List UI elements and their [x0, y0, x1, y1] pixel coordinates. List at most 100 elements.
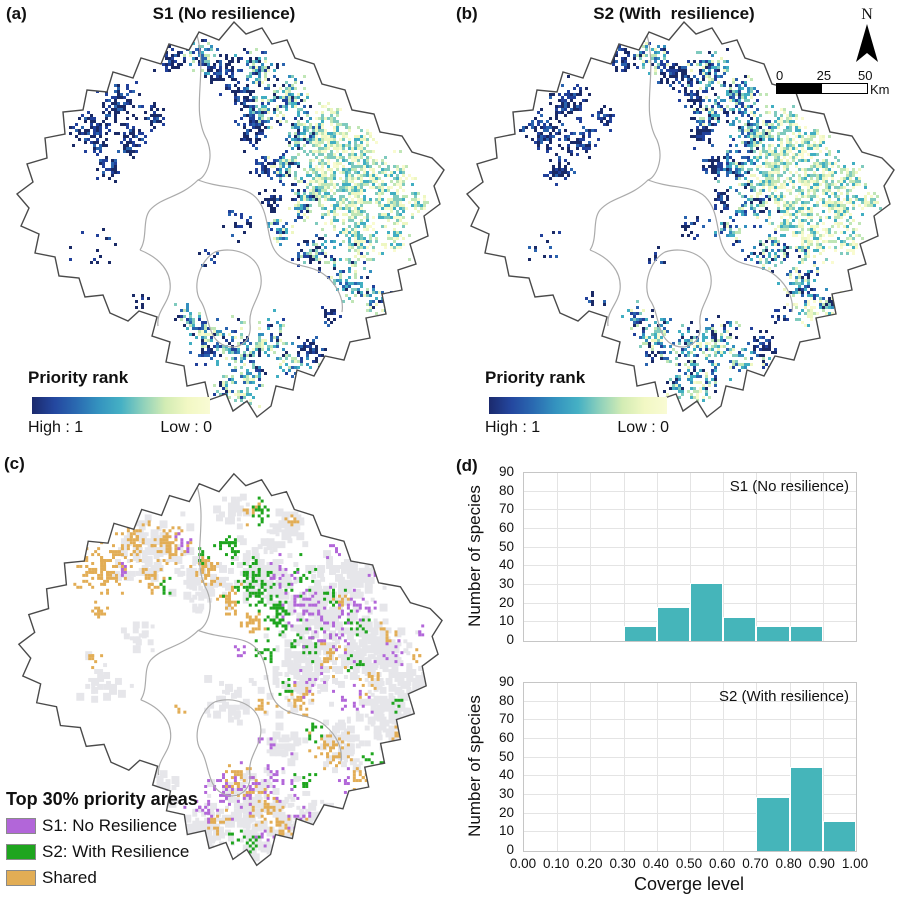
priority-cell [654, 66, 657, 69]
priority-cell [357, 282, 360, 285]
priority-cell [273, 99, 276, 102]
priority-cell [132, 90, 135, 93]
priority-cell [291, 75, 294, 78]
priority-cell [759, 252, 762, 255]
priority-cell [396, 195, 399, 198]
colorbar-labels: High : 1 Low : 0 [28, 419, 212, 437]
priority-cell [681, 69, 684, 72]
priority-cell [255, 168, 258, 171]
priority-cell [390, 201, 393, 204]
priority-cell [579, 138, 582, 141]
priority-cell [321, 207, 324, 210]
priority-cell [351, 291, 354, 294]
priority-cell [240, 102, 243, 105]
priority-cell [336, 273, 339, 276]
priority-cell [249, 99, 252, 102]
priority-cell [753, 87, 756, 90]
priority-cell [717, 66, 720, 69]
priority-cell [315, 150, 318, 153]
priority-cell [681, 333, 684, 336]
priority-cell [345, 258, 348, 261]
priority-cell [117, 102, 120, 105]
priority-cell [387, 207, 390, 210]
priority-cell [213, 330, 216, 333]
priority-cell [366, 174, 369, 177]
priority-cell [657, 57, 660, 60]
priority-cell [255, 105, 258, 108]
priority-cell [234, 369, 237, 372]
priority-cell [282, 90, 285, 93]
priority-cell [291, 231, 294, 234]
priority-cell [360, 174, 363, 177]
priority-cell [570, 96, 573, 99]
priority-cell [744, 99, 747, 102]
priority-cell [636, 66, 639, 69]
colorbar-title: Priority rank [28, 368, 129, 387]
priority-cell [315, 195, 318, 198]
priority-cell [546, 150, 549, 153]
priority-cell [663, 357, 666, 360]
priority-cell [93, 150, 96, 153]
priority-cell [294, 135, 297, 138]
priority-cell [759, 204, 762, 207]
priority-cell [393, 246, 396, 249]
priority-cell [543, 123, 546, 126]
priority-cell [303, 345, 306, 348]
priority-cell [207, 42, 210, 45]
priority-cell [717, 192, 720, 195]
priority-cell [318, 363, 321, 366]
priority-cell [264, 342, 267, 345]
priority-cell [348, 258, 351, 261]
priority-cell [273, 93, 276, 96]
priority-cell [297, 132, 300, 135]
priority-cell [552, 129, 555, 132]
priority-cell [711, 87, 714, 90]
priority-cell [339, 162, 342, 165]
priority-cell [651, 315, 654, 318]
priority-cell [402, 183, 405, 186]
priority-cell [228, 333, 231, 336]
priority-cell [366, 291, 369, 294]
priority-cell [651, 63, 654, 66]
priority-cell [330, 132, 333, 135]
priority-cell [669, 66, 672, 69]
priority-cell [225, 66, 228, 69]
priority-cell [657, 351, 660, 354]
priority-cell [159, 57, 162, 60]
priority-cell [345, 213, 348, 216]
priority-cell [750, 174, 753, 177]
priority-cell [690, 135, 693, 138]
priority-cell [330, 120, 333, 123]
priority-cell [756, 255, 759, 258]
priority-cell [300, 216, 303, 219]
priority-cell [735, 162, 738, 165]
priority-cell [336, 162, 339, 165]
priority-cell [618, 45, 621, 48]
priority-cell [189, 315, 192, 318]
priority-cell [291, 189, 294, 192]
priority-cell [360, 219, 363, 222]
priority-cell [339, 132, 342, 135]
priority-cell [720, 84, 723, 87]
priority-cell [237, 87, 240, 90]
priority-cell [687, 75, 690, 78]
priority-cell [249, 108, 252, 111]
priority-cell [699, 63, 702, 66]
priority-cell [366, 309, 369, 312]
priority-cell [87, 117, 90, 120]
priority-cell [753, 93, 756, 96]
priority-cell [105, 156, 108, 159]
priority-cell [291, 138, 294, 141]
priority-cell [297, 213, 300, 216]
priority-cell [813, 279, 816, 282]
priority-cell [213, 78, 216, 81]
priority-cell [342, 228, 345, 231]
priority-cell [252, 72, 255, 75]
priority-cell [303, 207, 306, 210]
priority-cell [249, 66, 252, 69]
priority-cell [339, 276, 342, 279]
priority-cell [327, 261, 330, 264]
priority-cell [834, 297, 837, 300]
priority-cell [588, 141, 591, 144]
priority-cell [243, 363, 246, 366]
